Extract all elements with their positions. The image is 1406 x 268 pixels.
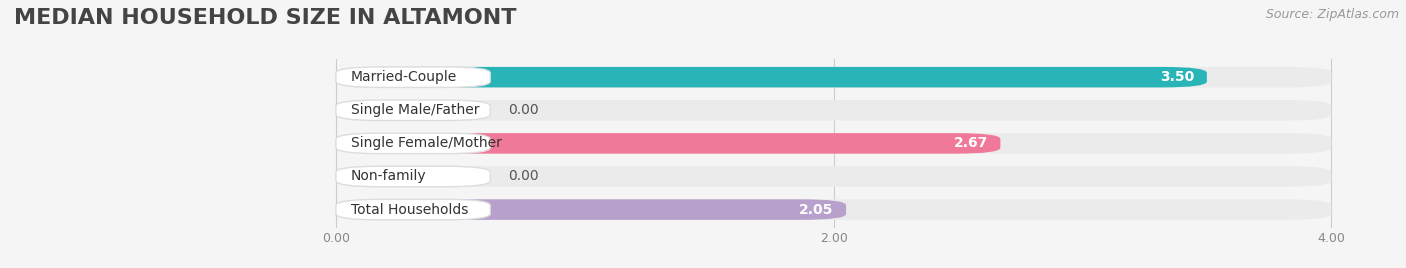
Text: 0.00: 0.00 xyxy=(508,103,538,117)
FancyBboxPatch shape xyxy=(336,166,1331,187)
FancyBboxPatch shape xyxy=(336,100,1331,121)
FancyBboxPatch shape xyxy=(336,100,491,121)
FancyBboxPatch shape xyxy=(336,133,491,154)
FancyBboxPatch shape xyxy=(336,133,1001,154)
Text: 0.00: 0.00 xyxy=(508,169,538,184)
FancyBboxPatch shape xyxy=(336,199,1331,220)
FancyBboxPatch shape xyxy=(336,100,482,121)
Text: Single Female/Mother: Single Female/Mother xyxy=(352,136,502,150)
FancyBboxPatch shape xyxy=(336,166,491,187)
FancyBboxPatch shape xyxy=(336,67,1331,87)
Text: Total Households: Total Households xyxy=(352,203,468,217)
FancyBboxPatch shape xyxy=(336,67,1206,87)
Text: Source: ZipAtlas.com: Source: ZipAtlas.com xyxy=(1265,8,1399,21)
FancyBboxPatch shape xyxy=(336,67,491,87)
Text: 2.05: 2.05 xyxy=(799,203,834,217)
FancyBboxPatch shape xyxy=(336,166,482,187)
FancyBboxPatch shape xyxy=(336,199,491,220)
Text: 3.50: 3.50 xyxy=(1160,70,1195,84)
Text: 2.67: 2.67 xyxy=(953,136,988,150)
Text: Non-family: Non-family xyxy=(352,169,426,184)
Text: Single Male/Father: Single Male/Father xyxy=(352,103,479,117)
Text: Married-Couple: Married-Couple xyxy=(352,70,457,84)
FancyBboxPatch shape xyxy=(336,133,1331,154)
Text: MEDIAN HOUSEHOLD SIZE IN ALTAMONT: MEDIAN HOUSEHOLD SIZE IN ALTAMONT xyxy=(14,8,516,28)
FancyBboxPatch shape xyxy=(336,199,846,220)
